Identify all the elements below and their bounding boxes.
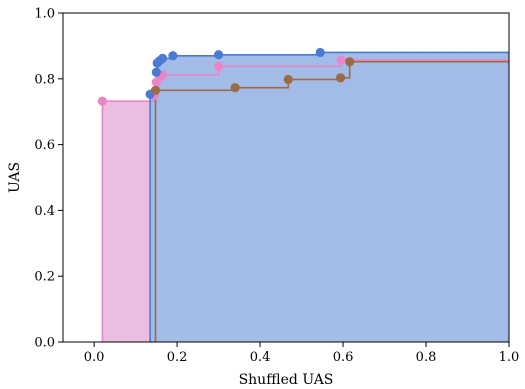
series-1-area: [150, 52, 509, 342]
x-tick-label-1: 0.2: [167, 350, 188, 365]
y-tick-label-0: 0.0: [34, 336, 55, 351]
x-tick-label-0: 0.0: [84, 350, 105, 365]
area-fills: [102, 52, 510, 343]
series-2-point-0: [150, 85, 161, 95]
series-1-point-7: [315, 47, 325, 58]
x-tick-label-3: 0.6: [333, 350, 354, 365]
series-2-point-2: [283, 74, 293, 85]
y-axis-label: UAS: [7, 162, 23, 193]
x-tick-label-2: 0.4: [250, 350, 271, 365]
y-tick-label-2: 0.4: [34, 204, 55, 219]
series-1-point-1: [151, 67, 161, 77]
series-0-point-6: [336, 55, 346, 65]
x-tick-label-4: 0.8: [416, 350, 437, 365]
x-tick-label-5: 1.0: [499, 350, 520, 365]
x-axis-label: Shuffled UAS: [239, 372, 334, 388]
series-2-point-1: [230, 83, 240, 93]
x-axis-ticks: 0.0 0.2 0.4 0.6 0.8 1.0: [84, 342, 520, 365]
plot-frame: [62, 12, 510, 343]
series-0-point-0: [97, 96, 108, 106]
y-tick-label-4: 0.8: [34, 72, 55, 87]
y-tick-label-3: 0.6: [34, 138, 55, 153]
series-1-point-5: [168, 51, 178, 61]
series-0-point-5: [213, 61, 224, 71]
series-1-point-4: [157, 53, 168, 64]
series-2-point-4: [345, 57, 355, 67]
y-tick-label-5: 1.0: [34, 7, 55, 22]
y-tick-label-1: 0.2: [34, 270, 55, 285]
series-2-point-3: [335, 73, 346, 83]
series-points: [97, 47, 355, 106]
series-1-point-6: [213, 50, 224, 60]
y-axis-ticks: 0.0 0.2 0.4 0.6 0.8 1.0: [34, 7, 63, 351]
